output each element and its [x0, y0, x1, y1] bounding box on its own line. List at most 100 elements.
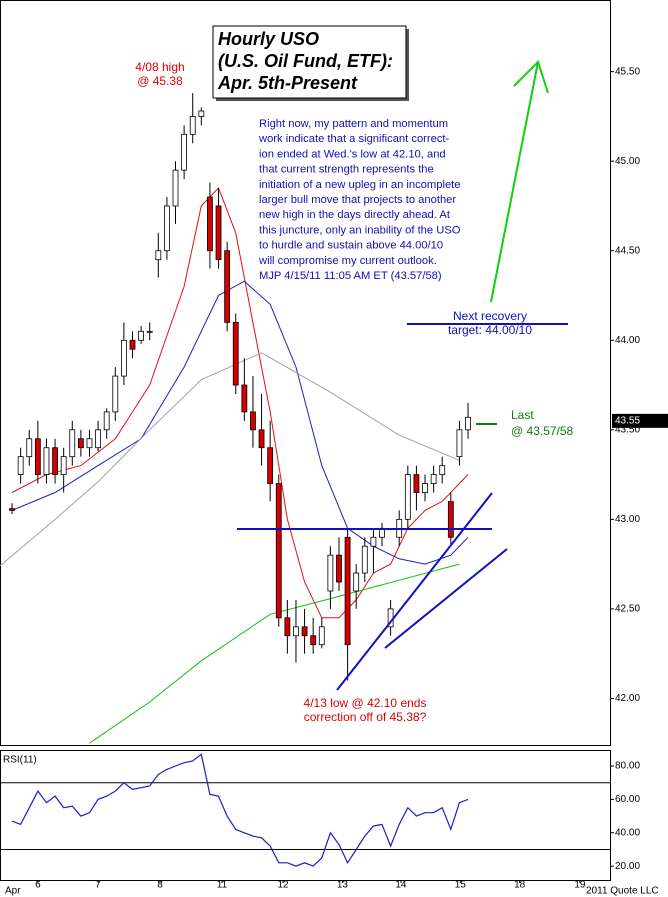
panel-title: RSI(11)	[3, 755, 37, 766]
x-tick-label: 18	[514, 880, 526, 891]
x-tick-label: 6	[35, 880, 41, 891]
annotation: target: 44.00/10	[448, 323, 532, 337]
y-tick-label: 20.00	[615, 861, 640, 872]
candle-body	[284, 617, 291, 637]
candle-body	[95, 429, 101, 449]
copyright: 2011 Quote LLC	[586, 886, 659, 897]
candle-body	[164, 205, 170, 252]
candle-body	[189, 116, 196, 135]
candle-body	[129, 339, 136, 350]
annotation: new high in the days directly ahead. At	[259, 209, 451, 221]
annotation: MJP 4/15/11 11:05 AM ET (43.57/58)	[259, 270, 442, 282]
candle-body	[275, 483, 282, 619]
candle-body	[207, 196, 213, 252]
x-tick-label: 8	[157, 880, 163, 891]
annotation: correction off of 45.38?	[304, 710, 427, 724]
plot: 42.00 42.50 43.00 43.50 44.00 44.50 45.00 45.50…	[0, 66, 668, 897]
candle-body	[52, 447, 58, 475]
y-tick-label: 45.00	[615, 156, 640, 167]
arrow	[490, 61, 539, 303]
annotation: work indicate that a significant correct…	[258, 133, 450, 145]
annotation: that current strength represents the	[259, 164, 434, 176]
y-tick-label: 44.50	[615, 245, 640, 256]
x-tick-label: 19	[574, 880, 586, 891]
candle-body	[404, 474, 411, 520]
candle-body	[422, 483, 428, 493]
annotation: @ 45.38	[137, 74, 183, 88]
candle-body	[370, 536, 377, 547]
rsi-panel	[0, 750, 611, 881]
candle-body	[310, 635, 317, 646]
y-tick-label: 43.50	[615, 424, 640, 435]
chart-title: Apr. 5th-Present	[217, 73, 358, 93]
candle-body	[9, 508, 15, 511]
candle-body	[232, 321, 239, 386]
candle-body	[86, 438, 93, 449]
annotation: Right now, my pattern and momentum	[259, 118, 448, 130]
candle-body	[439, 465, 446, 475]
annotation: will compromise my current outlook.	[258, 255, 437, 267]
candle-body	[155, 250, 162, 261]
y-tick-label: 43.00	[615, 514, 640, 525]
chart-title: Hourly USO	[218, 29, 319, 49]
candle-body	[138, 330, 145, 341]
candle-body	[430, 474, 437, 484]
last-price-label: 43.55	[615, 415, 640, 426]
candle-body	[26, 438, 33, 458]
rsi-line	[11, 753, 469, 867]
moving-average	[11, 280, 469, 565]
candle-body	[301, 626, 308, 637]
x-tick-label: 12	[277, 880, 289, 891]
annotation: ion ended at Wed.'s low at 42.10, and	[259, 148, 446, 160]
annotation: 4/08 high	[135, 60, 184, 74]
candle-body	[327, 554, 334, 592]
moving-average	[89, 563, 460, 744]
annotation: Last	[511, 408, 534, 422]
title: Hourly USO(U.S. Oil Fund, ETF):Apr. 5th-…	[217, 29, 393, 93]
x-tick-label: 13	[337, 880, 349, 891]
chart-title: (U.S. Oil Fund, ETF):	[218, 51, 393, 71]
trend-line	[384, 548, 508, 649]
annotation: initiation of a new upleg in an incomple…	[259, 179, 461, 191]
candle-body	[318, 626, 325, 646]
x-tick-label: 7	[95, 880, 101, 891]
trend-line	[336, 492, 493, 691]
annotations: 4/08 high@ 45.38 Right now, my pattern an…	[135, 60, 573, 724]
candle-body	[60, 456, 67, 475]
candle-body	[172, 169, 179, 207]
candle-body	[198, 110, 205, 117]
candle-body	[465, 416, 471, 431]
annotation: larger bull move that projects to anothe…	[259, 194, 456, 206]
y-tick-label: 42.00	[615, 693, 640, 704]
y-tick-label: 80.00	[615, 761, 640, 772]
candle-body	[146, 330, 153, 333]
candle-body	[103, 411, 110, 431]
candle-body	[353, 572, 360, 592]
y-tick-label: 45.50	[615, 66, 640, 77]
candle-body	[258, 429, 265, 449]
candle-body	[120, 339, 127, 377]
candle-body	[43, 447, 50, 475]
annotation: Next recovery	[453, 309, 527, 323]
y-tick-label: 42.50	[615, 604, 640, 615]
month-label: Apr	[5, 886, 21, 897]
moving-average	[0, 352, 460, 567]
y-tick-label: 40.00	[615, 827, 640, 838]
candle-body	[344, 536, 351, 646]
candle-body	[34, 438, 41, 475]
candle-body	[181, 133, 188, 171]
candle-body	[112, 375, 119, 413]
price-panel	[0, 0, 611, 746]
y-tick-label: 60.00	[615, 794, 640, 805]
title-box	[212, 25, 407, 99]
candle-body	[447, 501, 454, 538]
candle-body	[293, 626, 299, 637]
candle-body	[224, 250, 231, 323]
candle-body	[267, 447, 274, 484]
y-tick-label: 44.00	[615, 335, 640, 346]
candle-body	[69, 429, 76, 458]
x-tick-label: 15	[455, 880, 467, 891]
candle-body	[336, 554, 342, 583]
x-tick-label: 11	[217, 880, 228, 891]
